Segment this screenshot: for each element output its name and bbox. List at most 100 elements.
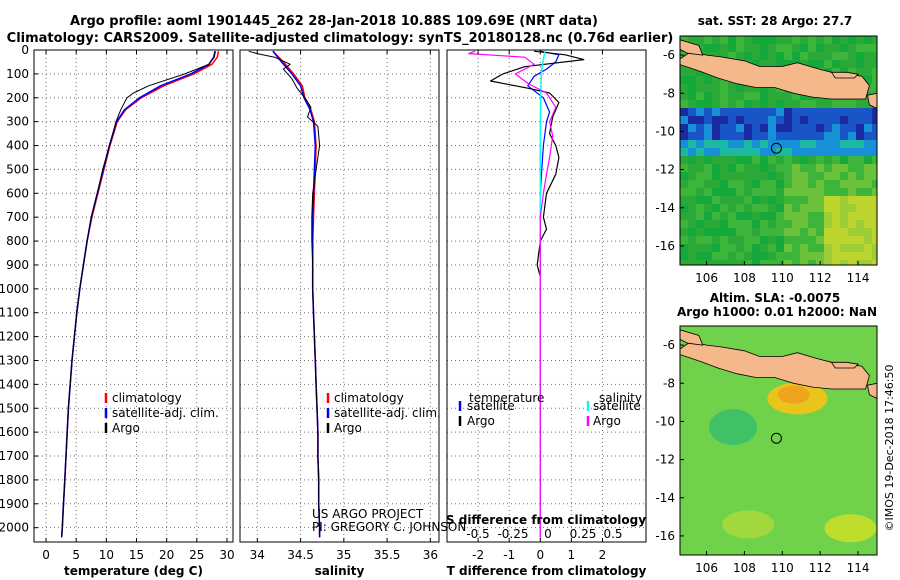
sst-cell — [856, 172, 864, 180]
sst-cell — [872, 132, 877, 140]
sst-cell — [680, 180, 688, 188]
sst-cell — [848, 36, 856, 44]
sst-cell — [736, 196, 744, 204]
sst-cell — [704, 140, 712, 148]
sst-cell — [840, 252, 848, 260]
sst-cell — [736, 204, 744, 212]
sst-cell — [720, 244, 728, 252]
sst-cell — [696, 156, 704, 164]
sst-cell — [872, 124, 877, 132]
sst-cell — [848, 228, 856, 236]
sst-cell — [792, 124, 800, 132]
sst-cell — [832, 212, 840, 220]
sst-cell — [688, 212, 696, 220]
sst-cell — [816, 172, 824, 180]
sst-cell — [800, 156, 808, 164]
sst-cell — [840, 180, 848, 188]
sst-cell — [712, 204, 720, 212]
sst-cell — [848, 44, 856, 52]
sst-cell — [736, 252, 744, 260]
y-tick-label: -12 — [655, 453, 675, 467]
sst-cell — [840, 132, 848, 140]
sst-cell — [872, 108, 877, 116]
sst-cell — [720, 164, 728, 172]
sst-cell — [688, 220, 696, 228]
sst-cell — [808, 164, 816, 172]
sst-cell — [848, 124, 856, 132]
sst-cell — [824, 180, 832, 188]
sst-cell — [728, 228, 736, 236]
sst-cell — [760, 100, 768, 108]
panel-frame — [239, 49, 440, 543]
sst-cell — [752, 100, 760, 108]
sst-cell — [856, 108, 864, 116]
sst-cell — [808, 36, 816, 44]
sst-cell — [824, 260, 832, 265]
y-tick-label: -10 — [655, 124, 675, 138]
sst-cell — [808, 244, 816, 252]
sst-cell — [712, 124, 720, 132]
sst-cell — [736, 148, 744, 156]
sst-cell — [712, 92, 720, 100]
sst-cell — [712, 84, 720, 92]
sst-cell — [848, 132, 856, 140]
x-tick-label: 34 — [250, 548, 265, 562]
sst-cell — [744, 132, 752, 140]
sst-cell — [832, 44, 840, 52]
sst-cell — [872, 236, 877, 244]
sst-cell — [760, 172, 768, 180]
sst-cell — [800, 92, 808, 100]
sst-cell — [688, 100, 696, 108]
sst-cell — [864, 76, 872, 84]
sst-cell — [704, 236, 712, 244]
sst-cell — [776, 100, 784, 108]
sst-cell — [736, 36, 744, 44]
sst-cell — [824, 52, 832, 60]
sst-cell — [680, 212, 688, 220]
sst-cell — [760, 204, 768, 212]
sst-cell — [712, 188, 720, 196]
sst-cell — [824, 244, 832, 252]
sst-cell — [800, 60, 808, 68]
x-axis-label: T difference from climatology — [447, 564, 647, 578]
y-tick-label: -8 — [663, 376, 675, 390]
sst-cell — [680, 252, 688, 260]
sst-cell — [752, 180, 760, 188]
sst-cell — [696, 260, 704, 265]
sst-cell — [776, 92, 784, 100]
sst-cell — [856, 140, 864, 148]
sst-cell — [688, 68, 696, 76]
sst-cell — [816, 52, 824, 60]
sst-cell — [848, 164, 856, 172]
sst-cell — [816, 164, 824, 172]
sst-cell — [824, 220, 832, 228]
sst-cell — [792, 236, 800, 244]
sst-cell — [784, 204, 792, 212]
legend-label: satellite-adj. clim. — [334, 406, 441, 420]
x-tick-label: 35.5 — [374, 548, 401, 562]
sst-cell — [776, 164, 784, 172]
sst-cell — [808, 180, 816, 188]
sst-cell — [856, 44, 864, 52]
sst-cell — [720, 188, 728, 196]
sst-cell — [712, 236, 720, 244]
bali-land — [867, 92, 877, 109]
sst-cell — [784, 124, 792, 132]
sst-cell — [848, 212, 856, 220]
sst-cell — [840, 36, 848, 44]
sst-cell — [824, 140, 832, 148]
sst-cell — [680, 148, 688, 156]
sst-cell — [848, 52, 856, 60]
sst-cell — [728, 180, 736, 188]
sst-cell — [840, 196, 848, 204]
sst-cell — [864, 252, 872, 260]
sst-cell — [792, 132, 800, 140]
sst-cell — [808, 100, 816, 108]
sst-cell — [872, 204, 877, 212]
sst-cell — [752, 140, 760, 148]
sst-cell — [848, 100, 856, 108]
sst-cell — [744, 180, 752, 188]
sst-cell — [808, 156, 816, 164]
sst-cell — [704, 124, 712, 132]
sst-cell — [832, 36, 840, 44]
